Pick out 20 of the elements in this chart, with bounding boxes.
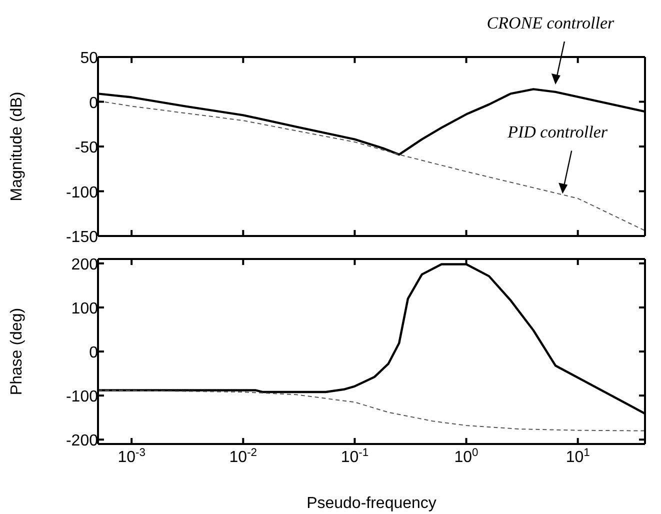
y-tick-label: 0 xyxy=(89,344,98,362)
x-tick-label: 10$^{-3}$ xyxy=(118,447,146,466)
annotation: PID controller xyxy=(506,122,608,142)
y-tick-label: -150 xyxy=(66,229,98,246)
y-axis-title: Phase (deg) xyxy=(8,308,26,396)
y-tick-label: 200 xyxy=(71,256,98,274)
y-tick-label: 0 xyxy=(89,94,98,112)
y-tick-label: -50 xyxy=(74,140,98,156)
y-tick-label: -100 xyxy=(66,388,98,406)
y-tick-label: 100 xyxy=(71,300,98,318)
x-tick-label: 10$^{-1}$ xyxy=(340,447,369,466)
y-tick-label: -200 xyxy=(66,432,98,450)
x-tick-label: 10$^{0}$ xyxy=(454,447,478,466)
y-tick-label: -100 xyxy=(66,184,98,202)
annotation: CRONE controller xyxy=(486,14,614,33)
x-axis-title: Pseudo-frequency xyxy=(306,495,436,512)
y-tick-label: 50 xyxy=(80,50,98,67)
x-tick-label: 10$^{1}$ xyxy=(566,447,590,466)
y-axis-title: Magnitude (dB) xyxy=(8,92,26,202)
x-tick-label: 10$^{-2}$ xyxy=(229,447,258,466)
